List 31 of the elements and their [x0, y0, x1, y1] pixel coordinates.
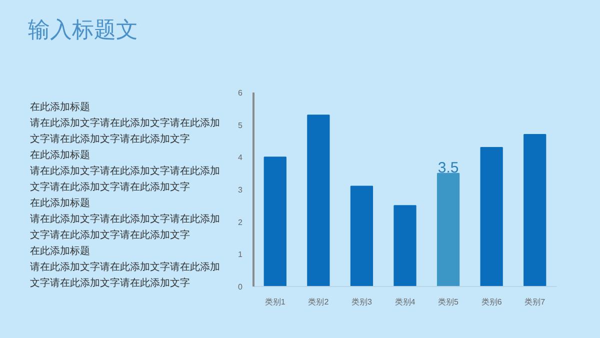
y-tick-label: 4	[238, 153, 244, 162]
text: 在此添加标题	[30, 196, 91, 211]
bar	[436, 172, 460, 286]
y-tick-label: 5	[238, 120, 244, 130]
bar	[307, 114, 330, 286]
text: 在此添加标题	[30, 148, 91, 163]
text: 请在此添加文字请在此添加文字请在此添加文字请在此添加文字请在此添加文字	[30, 260, 220, 291]
chart-title: 输入标题文	[28, 16, 138, 44]
y-tick-label: 0	[238, 282, 244, 292]
text: 在此添加标题	[30, 100, 91, 115]
x-tick-label: 类别7	[524, 298, 546, 306]
bar	[524, 134, 546, 286]
bar	[350, 186, 374, 286]
text: 请在此添加文字请在此添加文字请在此添加文字请在此添加文字请在此添加文字	[30, 116, 220, 147]
x-tick-label: 类别1	[264, 298, 286, 306]
x-tick-label: 类别6	[481, 298, 502, 306]
text: 请在此添加文字请在此添加文字请在此添加文字请在此添加文字请在此添加文字	[30, 212, 220, 243]
bar	[480, 146, 503, 286]
bar	[394, 205, 416, 286]
y-tick-label: 1	[238, 250, 244, 260]
data-label: 3.5	[438, 159, 459, 176]
text: 请在此添加文字请在此添加文字请在此添加文字请在此添加文字请在此添加文字	[30, 164, 220, 195]
x-tick-label: 类别2	[308, 298, 330, 306]
x-tick-label: 类别4	[394, 298, 416, 306]
y-tick-label: 6	[238, 88, 244, 98]
x-tick-label: 类别3	[351, 298, 372, 306]
y-tick-label: 2	[238, 218, 244, 227]
text: 在此添加标题	[30, 244, 91, 259]
y-tick-label: 3	[238, 186, 244, 194]
x-tick-label: 类别5	[438, 298, 460, 306]
bar	[264, 156, 286, 286]
